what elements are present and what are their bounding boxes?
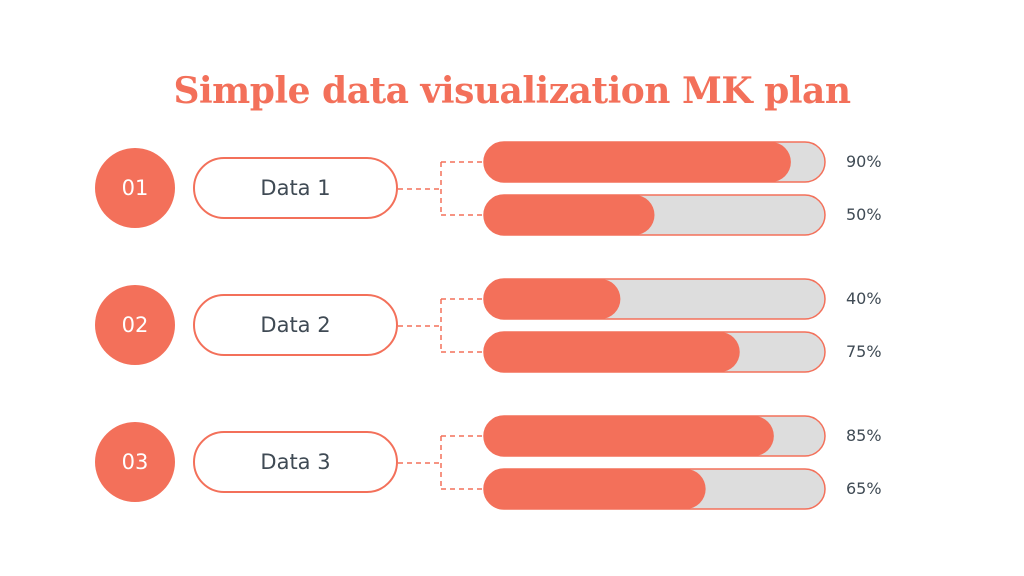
group-label-pill: Data 1 [193,157,398,219]
bar-fill [484,469,706,509]
value-label: 85% [846,426,882,445]
value-label: 90% [846,152,882,171]
bar-fill [484,332,740,372]
bar-fill [484,195,655,235]
group-label-pill: Data 2 [193,294,398,356]
value-label: 75% [846,342,882,361]
group-number-badge: 02 [95,285,175,365]
bar-fill [484,142,791,182]
page-title: Simple data visualization MK plan [173,70,851,112]
bar-fill [484,416,774,456]
group-number-badge: 03 [95,422,175,502]
value-label: 40% [846,289,882,308]
group-label-pill: Data 3 [193,431,398,493]
bar-fill [484,279,621,319]
value-label: 65% [846,479,882,498]
group-number-badge: 01 [95,148,175,228]
value-label: 50% [846,205,882,224]
